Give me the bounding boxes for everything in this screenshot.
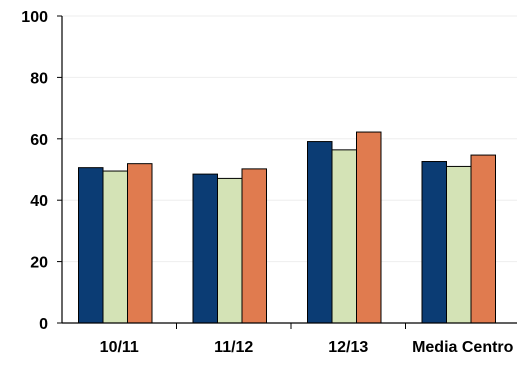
tick-labels: 0 20 40 60 80 100 10/11 11/12 12/13 Media Centro [21, 9, 513, 356]
x-tick-label: Media Centro [412, 339, 514, 356]
bar [470, 154, 496, 324]
bar [127, 163, 153, 324]
x-tick-label: 10/11 [100, 339, 139, 356]
bar [446, 165, 472, 324]
bars [78, 131, 496, 324]
y-tick-label: 20 [30, 255, 48, 272]
bar [102, 170, 128, 324]
y-tick-label: 100 [21, 9, 48, 26]
y-tick-label: 40 [30, 193, 48, 210]
x-tick-label: 11/12 [214, 339, 253, 356]
y-tick-label: 60 [30, 132, 48, 149]
bar [192, 173, 218, 324]
bar [307, 141, 333, 324]
bar [217, 177, 243, 324]
axes [57, 15, 517, 329]
bar [78, 167, 104, 324]
bar [356, 131, 382, 324]
y-tick-label: 80 [30, 70, 48, 87]
x-tick-label: 12/13 [328, 339, 368, 356]
bar [331, 149, 357, 324]
bar [421, 161, 447, 324]
bar [241, 168, 267, 324]
y-tick-label: 0 [39, 316, 48, 333]
